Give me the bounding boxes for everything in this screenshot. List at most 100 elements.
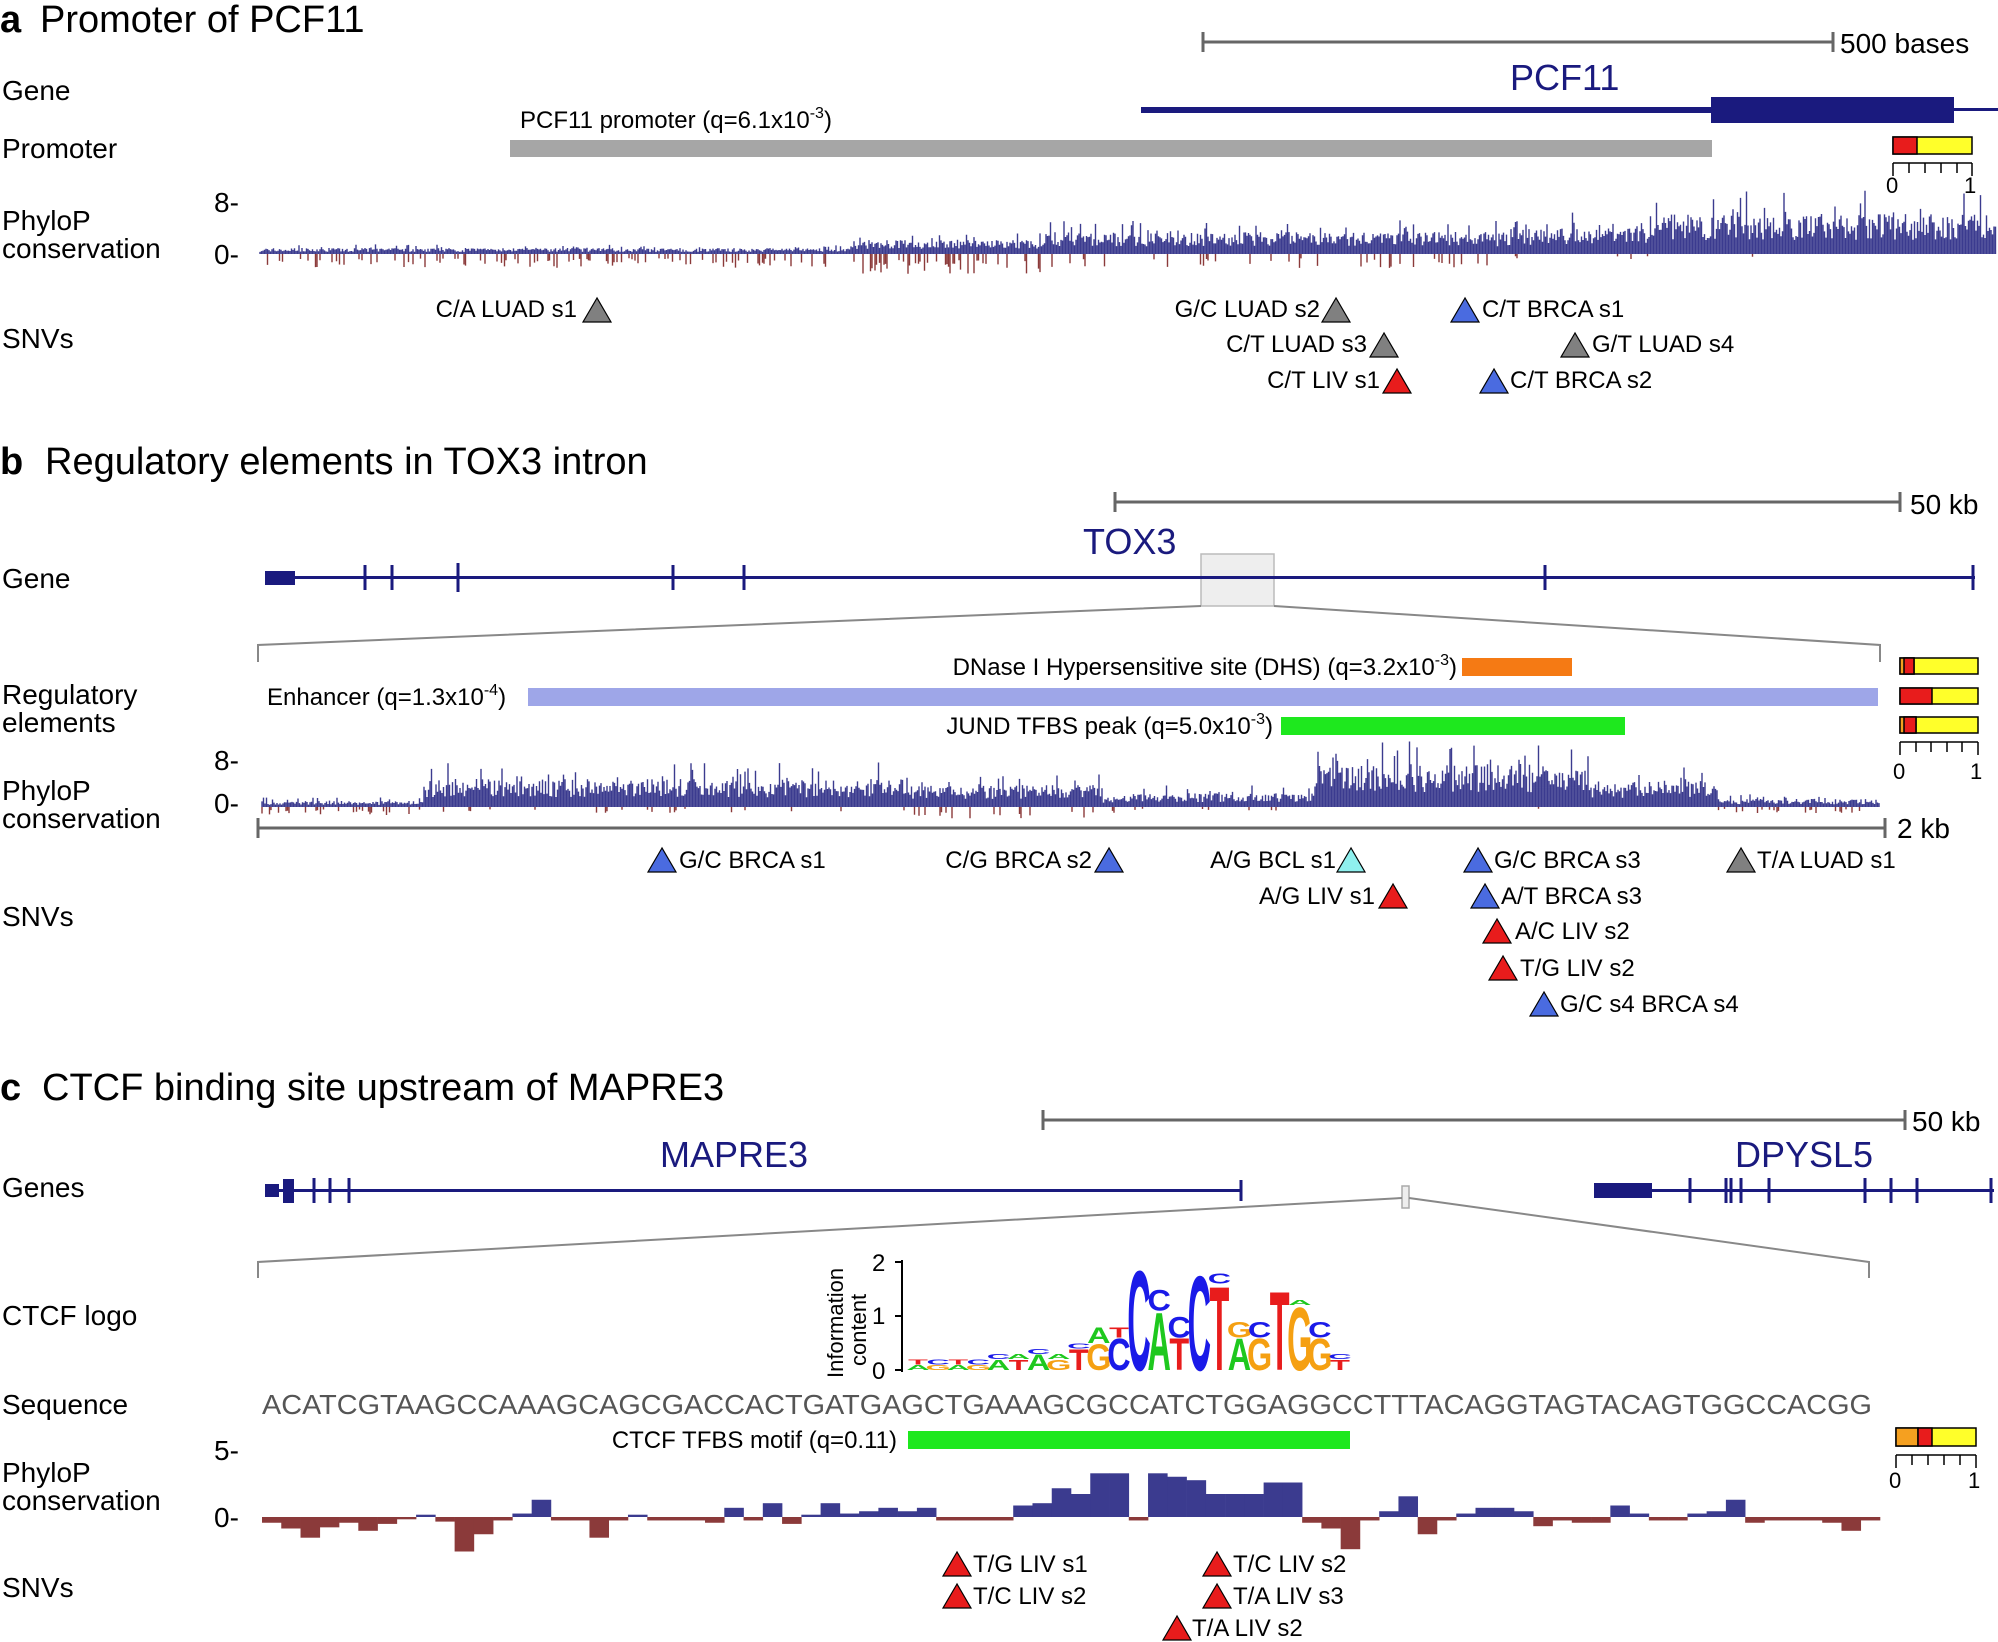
logo-letter: G xyxy=(1046,1357,1071,1374)
phylop-bar xyxy=(1051,1488,1072,1517)
snv-marker: A/C LIV s2 xyxy=(1481,917,1630,945)
phylop-bar xyxy=(743,1517,764,1521)
phylop-bar xyxy=(416,1514,436,1517)
logo-letter: T xyxy=(1109,1325,1130,1342)
snv-label: C/G BRCA s2 xyxy=(945,847,1092,874)
tox3-gene-model xyxy=(265,563,1975,592)
snv-triangle xyxy=(1201,1582,1233,1609)
logo-letter: A xyxy=(947,1363,970,1371)
logo-letter: T xyxy=(948,1358,969,1366)
panel-c-title: CTCF binding site upstream of MAPRE3 xyxy=(42,1067,724,1109)
panel-c-row-sequence: Sequence xyxy=(2,1389,128,1420)
logo-letter: T xyxy=(1270,1268,1290,1394)
phylop-bar xyxy=(1725,1499,1746,1517)
logo-letter: C xyxy=(1147,1284,1170,1318)
panel-a-snvs: C/A LUAD s1 G/C LUAD s2 C/T LUAD s3 C/T … xyxy=(436,296,1735,394)
snv-triangle xyxy=(1478,367,1510,394)
snv-triangle xyxy=(1469,882,1501,909)
logo-letter: T xyxy=(1169,1331,1189,1380)
phylop-bar xyxy=(570,1517,590,1521)
ctcf-motif-label: CTCF TFBS motif (q=0.11) xyxy=(612,1427,897,1454)
phylop-bar xyxy=(647,1517,667,1521)
phylop-bar xyxy=(1109,1473,1130,1517)
phylop-bar xyxy=(782,1517,802,1524)
phylop-bar xyxy=(993,1517,1014,1521)
dhs-label: DNase I Hypersensitive site (DHS) (q=3.2… xyxy=(953,652,1457,681)
snv-triangle xyxy=(1528,990,1560,1017)
jund-bar xyxy=(1281,717,1625,735)
phylop-bar xyxy=(1321,1517,1341,1529)
phylop-bar xyxy=(1456,1513,1476,1517)
panel-a-row-promoter: Promoter xyxy=(2,133,117,164)
logo-letter: T xyxy=(1210,1261,1230,1396)
phylop-bar xyxy=(859,1511,879,1517)
logo-letter: G xyxy=(1287,1290,1312,1390)
phylop-bar xyxy=(724,1507,744,1517)
snv-label: C/T BRCA s2 xyxy=(1510,367,1652,394)
jund-label: JUND TFBS peak (q=5.0x10-3) xyxy=(946,711,1273,740)
phylop-bar xyxy=(1687,1513,1707,1517)
phylop-bar xyxy=(666,1517,687,1521)
phylop-bar xyxy=(839,1513,860,1517)
tox3-zoom-region xyxy=(1200,553,1275,607)
panel-c-row-phylop-1: PhyloP xyxy=(2,1457,91,1488)
tox3-gene-label: TOX3 xyxy=(1083,521,1176,562)
logo-letter: A xyxy=(1288,1299,1311,1307)
phylop-bar xyxy=(897,1511,918,1517)
snv-marker: T/A LUAD s1 xyxy=(1725,846,1896,874)
phylop-bar xyxy=(1648,1517,1669,1521)
logo-letter: C xyxy=(1067,1342,1090,1350)
dpysl5-gene-model xyxy=(1594,1178,1994,1203)
logo-letter: T xyxy=(1069,1343,1089,1377)
phylop-bar xyxy=(1764,1517,1784,1521)
logo-letter: A xyxy=(1047,1353,1070,1361)
logo-letter: A xyxy=(1027,1350,1050,1375)
panel-b-row-phylop-2: conservation xyxy=(2,803,161,834)
snv-label: T/C LIV s2 xyxy=(973,1583,1086,1610)
logo-letter: A xyxy=(1147,1296,1170,1388)
phylop-bar xyxy=(762,1503,783,1517)
mapre3-gene-label: MAPRE3 xyxy=(660,1134,808,1175)
snv-triangle xyxy=(1377,882,1409,909)
logo-letter: C xyxy=(987,1353,1010,1361)
panel-b-conservation-track xyxy=(261,741,1880,819)
snv-triangle xyxy=(941,1582,973,1609)
snv-triangle xyxy=(1462,846,1494,873)
snv-marker: G/C s4 BRCA s4 xyxy=(1528,990,1739,1018)
phylop-bar xyxy=(473,1517,494,1535)
phylop-bar xyxy=(1032,1503,1053,1517)
phylop-bar xyxy=(1514,1511,1534,1517)
snv-marker: A/T BRCA s3 xyxy=(1469,882,1642,910)
snv-label: G/T LUAD s4 xyxy=(1592,331,1734,358)
phylop-bar xyxy=(377,1517,398,1524)
snv-triangle xyxy=(1481,917,1513,944)
logo-axis-label-1: Information xyxy=(823,1268,848,1378)
phylop-bar xyxy=(1225,1494,1245,1517)
logo-axis-label-2: content xyxy=(846,1294,871,1366)
snv-label: C/T BRCA s1 xyxy=(1482,296,1624,323)
panel-b-letter: b xyxy=(0,441,23,483)
logo-letter: T xyxy=(908,1358,929,1366)
logo-letter: C xyxy=(926,1358,949,1366)
panel-b-zoom-lines xyxy=(257,605,1881,662)
logo-letter: G xyxy=(926,1363,951,1371)
panel-a-ytick-8: 8- xyxy=(214,187,239,218)
conservation-positive xyxy=(261,741,1880,807)
panel-c-zoom-lines xyxy=(257,1197,1870,1278)
snv-marker: C/T LIV s1 xyxy=(1267,367,1413,394)
panel-a-q-axis-0: 0 xyxy=(1886,173,1898,198)
phylop-bar xyxy=(1668,1517,1688,1521)
snv-marker: T/G LIV s1 xyxy=(941,1550,1088,1578)
snv-label: C/A LUAD s1 xyxy=(436,296,577,323)
phylop-bar xyxy=(1475,1507,1496,1517)
logo-letter: C xyxy=(1188,1248,1211,1399)
panel-c-row-genes: Genes xyxy=(2,1172,85,1203)
snv-marker: T/G LIV s2 xyxy=(1487,954,1635,982)
snv-triangle xyxy=(1559,331,1591,358)
phylop-bar xyxy=(1379,1511,1399,1517)
panel-b-q-axis-1: 1 xyxy=(1970,759,1982,784)
logo-letters: ATGCATGCACTAACGATCGACTCACTCCTCAGGCTGAGCT… xyxy=(906,1240,1351,1400)
phylop-bar xyxy=(878,1507,898,1517)
panel-b-row-gene: Gene xyxy=(2,563,71,594)
